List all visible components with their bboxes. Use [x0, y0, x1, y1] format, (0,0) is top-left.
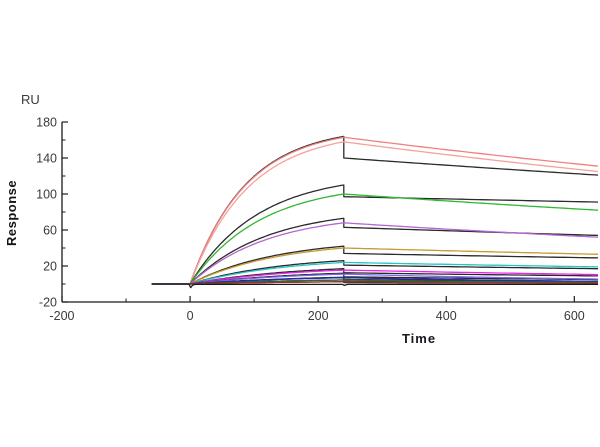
x-tick-label: -200 [49, 309, 74, 323]
series-conc1-run1 [151, 136, 599, 285]
series-conc2-run1 [151, 193, 599, 285]
series-conc1-run2 [151, 141, 599, 285]
y-tick-label: 20 [43, 260, 57, 274]
x-tick-label: 400 [436, 309, 457, 323]
y-tick-label: 140 [36, 152, 57, 166]
x-axis-title: Time [401, 331, 437, 346]
series-conc4-fit [189, 245, 599, 285]
y-axis-title: Response [4, 179, 19, 247]
series-conc2-fit [189, 184, 599, 285]
x-tick-label: 200 [308, 309, 329, 323]
y-tick-label: 100 [36, 188, 57, 202]
series-conc7-run1 [151, 273, 599, 285]
x-tick-label: 600 [564, 309, 585, 323]
series-blank [151, 283, 598, 289]
series-conc8-run1 [151, 277, 598, 285]
series-conc9-run1 [151, 279, 598, 285]
y-tick-label: -20 [39, 296, 57, 310]
series-conc6-run1 [151, 269, 599, 285]
series-conc3-run1 [151, 222, 599, 285]
y-tick-label: 60 [43, 224, 57, 238]
series-conc4-run1 [151, 247, 599, 285]
series-conc5-run1 [151, 261, 599, 285]
series-conc10-run1 [151, 281, 598, 285]
series-conc6-fit [189, 268, 598, 285]
x-tick-label: 0 [187, 309, 194, 323]
y-tick-label: 180 [36, 116, 57, 130]
y-axis-unit-label: RU [21, 92, 40, 107]
series-conc5-fit [189, 259, 598, 285]
